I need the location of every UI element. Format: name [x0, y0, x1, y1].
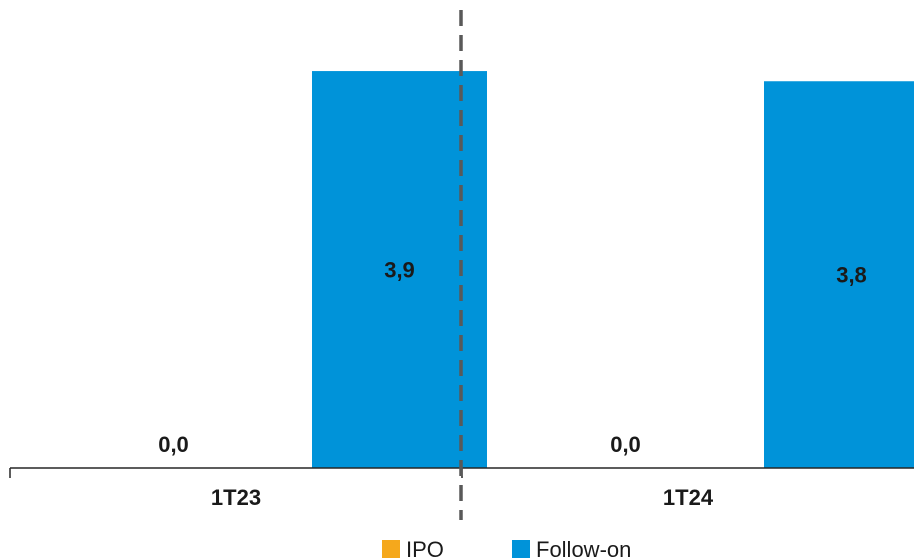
legend-label-ipo: IPO	[406, 537, 444, 559]
data-label-follow-on-1t23: 3,9	[384, 258, 415, 283]
legend-label-follow-on: Follow-on	[536, 537, 631, 559]
labels-layer: 0,0 3,9 1T23 0,0 3,8 1T24	[158, 258, 867, 510]
data-label-ipo-1t23: 0,0	[158, 432, 189, 457]
data-label-ipo-1t24: 0,0	[610, 432, 641, 457]
legend-swatch-ipo	[382, 540, 400, 558]
bar-follow-on-1t24	[764, 81, 914, 468]
category-label-1t23: 1T23	[211, 485, 261, 510]
bars-layer	[312, 71, 914, 469]
bar-follow-on-1t23	[312, 71, 487, 469]
legend: IPO Follow-on	[382, 537, 631, 559]
data-label-follow-on-1t24: 3,8	[836, 263, 867, 288]
category-label-1t24: 1T24	[663, 485, 714, 510]
legend-swatch-follow-on	[512, 540, 530, 558]
